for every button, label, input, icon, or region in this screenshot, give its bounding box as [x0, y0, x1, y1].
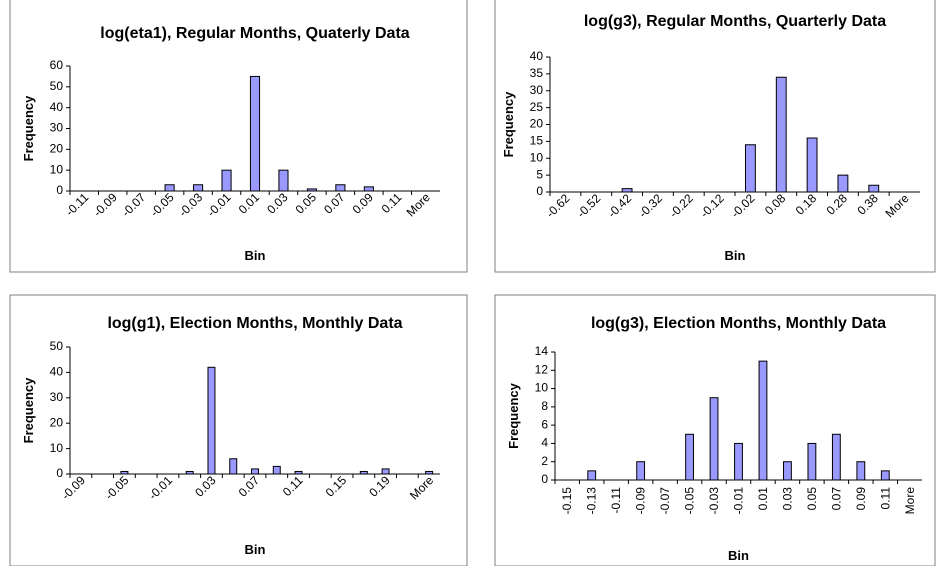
y-tick-label: 0	[536, 184, 543, 198]
bar	[806, 137, 818, 193]
y-axis-title: Frequency	[21, 95, 36, 162]
y-tick-label: 10	[50, 441, 64, 455]
bar	[359, 470, 368, 475]
y-tick-label: 30	[50, 121, 64, 135]
y-tick-label: 15	[530, 134, 544, 148]
y-tick-label: 60	[50, 58, 64, 72]
y-tick-label: 0	[541, 472, 548, 486]
bar	[221, 169, 232, 192]
x-tick-label: 0.05	[805, 487, 819, 511]
bar	[685, 433, 694, 481]
y-tick-label: 0	[56, 466, 63, 480]
y-axis-title: Frequency	[506, 382, 521, 449]
y-tick-label: 8	[541, 399, 548, 413]
y-tick-label: 50	[50, 79, 64, 93]
x-tick-label: -0.15	[560, 487, 574, 515]
bar	[335, 184, 346, 192]
y-tick-label: 10	[50, 162, 64, 176]
x-tick-label: 0.11	[878, 487, 892, 510]
bar	[709, 397, 719, 481]
x-tick-label: More	[903, 487, 917, 515]
bar	[807, 442, 817, 481]
y-tick-label: 40	[50, 100, 64, 114]
bar	[164, 184, 175, 192]
y-tick-label: 20	[50, 415, 64, 429]
x-tick-label: 0.07	[829, 487, 843, 511]
bar	[621, 188, 633, 193]
bar	[587, 470, 597, 481]
y-tick-label: 20	[50, 142, 64, 156]
bar	[185, 470, 194, 475]
y-tick-label: 40	[530, 49, 544, 63]
x-axis-title: Bin	[725, 248, 746, 263]
chart-title: log(g3), Election Months, Monthly Data	[591, 315, 886, 332]
bar	[425, 470, 434, 475]
x-tick-label: 0.01	[756, 487, 770, 511]
x-axis-title: Bin	[245, 542, 266, 557]
y-tick-label: 5	[536, 167, 543, 181]
chart-title: log(eta1), Regular Months, Quaterly Data	[100, 25, 409, 42]
bar	[758, 360, 768, 481]
bar	[734, 442, 743, 481]
y-axis-title: Frequency	[501, 91, 516, 158]
x-tick-label: -0.03	[707, 487, 721, 515]
y-axis-title: Frequency	[21, 377, 36, 444]
chart-title: log(g1), Election Months, Monthly Data	[107, 315, 402, 332]
bar	[272, 465, 281, 475]
bar	[837, 174, 849, 193]
bar	[381, 468, 390, 475]
bar	[868, 184, 880, 193]
x-axis-title: Bin	[728, 548, 749, 563]
bar	[229, 458, 238, 475]
x-axis-title: Bin	[245, 248, 266, 263]
y-tick-label: 20	[530, 117, 544, 131]
bar	[775, 76, 787, 193]
y-tick-label: 30	[50, 390, 64, 404]
x-tick-label: -0.05	[683, 487, 697, 515]
bar	[278, 169, 289, 192]
x-tick-label: -0.01	[732, 487, 746, 515]
y-tick-label: 30	[530, 83, 544, 97]
y-tick-label: 12	[535, 362, 549, 376]
panel	[494, 0, 936, 273]
bar	[193, 184, 204, 192]
bar	[207, 366, 216, 475]
bar	[249, 75, 261, 192]
y-tick-label: 10	[535, 381, 549, 395]
y-tick-label: 6	[541, 417, 548, 431]
x-tick-label: -0.13	[585, 487, 599, 515]
x-tick-label: -0.09	[634, 487, 648, 515]
bar	[831, 433, 841, 481]
bar	[880, 470, 890, 481]
bar	[856, 461, 866, 481]
x-tick-label: -0.11	[609, 487, 623, 514]
bar	[306, 188, 317, 192]
y-tick-label: 35	[530, 66, 544, 80]
bar	[120, 470, 129, 475]
bar	[363, 186, 374, 192]
x-tick-label: 0.09	[854, 487, 868, 511]
bar	[636, 461, 646, 481]
bar	[251, 468, 259, 475]
y-tick-label: 50	[50, 339, 64, 353]
bar	[783, 461, 792, 481]
bar	[294, 470, 303, 475]
panel	[9, 294, 468, 566]
x-tick-label: -0.07	[658, 487, 672, 515]
y-tick-label: 25	[530, 100, 544, 114]
x-tick-label: 0.03	[780, 487, 794, 511]
y-tick-label: 40	[50, 365, 64, 379]
chart-title: log(g3), Regular Months, Quarterly Data	[584, 13, 886, 30]
y-tick-label: 10	[530, 150, 544, 164]
panel	[9, 0, 468, 273]
bar	[744, 144, 756, 193]
y-tick-label: 0	[56, 183, 63, 197]
y-tick-label: 14	[535, 344, 549, 358]
y-tick-label: 2	[541, 454, 548, 468]
y-tick-label: 4	[541, 436, 548, 450]
